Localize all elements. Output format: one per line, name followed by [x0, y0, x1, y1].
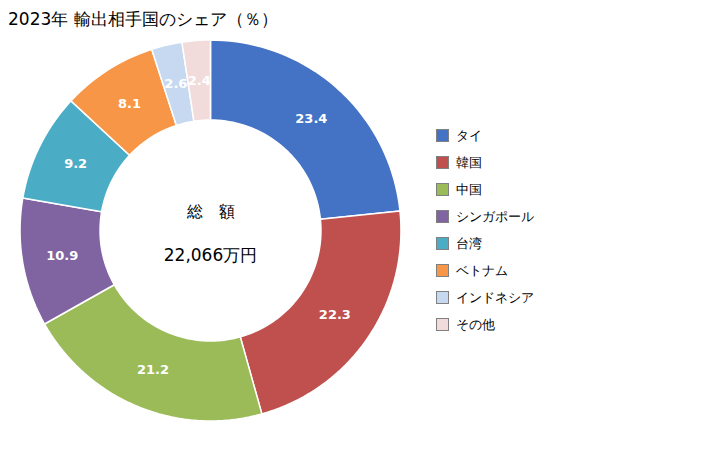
- html-text:2023年 輸出相手国のシェア（％）: 2023年 輸出相手国のシェア（％）: [8, 9, 278, 29]
- html-text:中国: 中国: [456, 181, 482, 197]
- svg-text:8.1: 8.1: [118, 96, 141, 111]
- svg-text:22,066万円: 22,066万円: [164, 245, 257, 265]
- svg-text:2.4: 2.4: [188, 73, 211, 88]
- svg-text:10.9: 10.9: [46, 248, 78, 263]
- svg-text:2.6: 2.6: [164, 76, 187, 91]
- svg-text:9.2: 9.2: [64, 156, 87, 171]
- html-text:タイ: タイ: [456, 127, 482, 143]
- html-text:台湾: 台湾: [456, 235, 482, 251]
- html-text:シンガポール: シンガポール: [456, 208, 534, 224]
- html-text:韓国: 韓国: [456, 154, 482, 170]
- svg-text:総 額: 総 額: [186, 202, 235, 221]
- html-text:その他: その他: [456, 316, 495, 332]
- html-text:インドネシア: インドネシア: [456, 289, 534, 305]
- svg-text:21.2: 21.2: [137, 362, 169, 377]
- html-text:ベトナム: ベトナム: [456, 262, 508, 278]
- svg-text:22.3: 22.3: [319, 307, 351, 322]
- svg-text:23.4: 23.4: [295, 111, 327, 126]
